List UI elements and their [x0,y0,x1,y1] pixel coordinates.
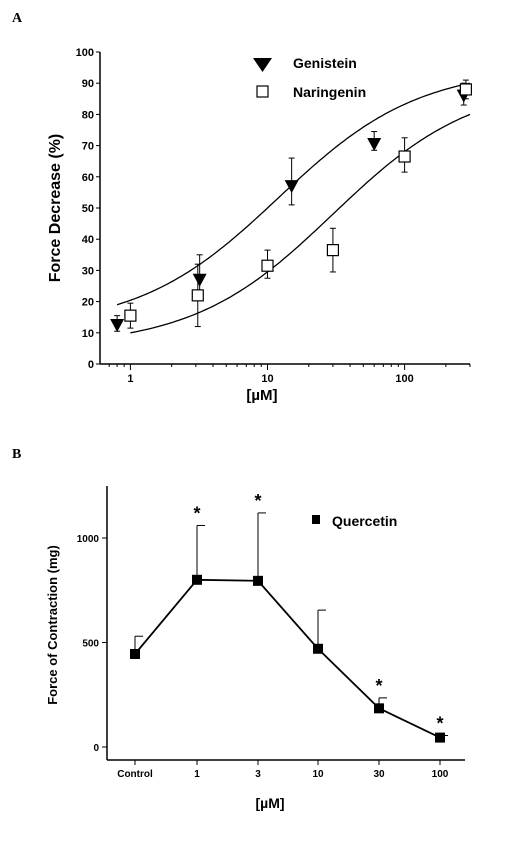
panel-a-legend: Genistein Naringenin [253,55,366,100]
significance-star: * [193,503,200,523]
y-tick-label: 100 [76,47,94,59]
legend-quercetin-label: Quercetin [332,513,397,529]
panel-a-y-axis-title: Force Decrease (%) [47,134,64,283]
panel-b-series-line [134,578,441,739]
x-tick-label: 30 [373,769,385,780]
fit-curve-naringenin [130,113,471,334]
data-point-genistein [284,180,299,194]
x-tick-label: 1 [127,373,133,385]
y-tick-label: 500 [82,639,99,650]
panel-a-y-ticks: 0 10 20 30 40 50 60 70 80 90 100 [76,47,100,371]
data-point-naringenin [459,83,472,96]
legend-naringenin-marker [256,85,269,98]
x-tick-label: 3 [255,769,261,780]
data-point-quercetin [253,575,263,586]
fit-curve-genistein [116,82,471,306]
data-point-genistein [367,138,382,152]
y-tick-label: 40 [82,234,94,246]
panel-b-y-axis-title: Force of Contraction (mg) [45,545,60,705]
panel-b-error-bars [134,512,448,738]
panel-b-x-ticks: Control 1 3 10 30 100 [117,760,449,780]
data-point-quercetin [435,732,445,743]
y-tick-label: 20 [82,297,94,309]
series-line-quercetin [134,578,441,739]
legend-quercetin-marker [312,515,320,524]
panel-b-y-ticks: 0 500 1000 [77,534,107,754]
y-tick-label: 80 [82,109,94,121]
x-tick-label: 10 [312,769,324,780]
y-tick-label: 30 [82,265,94,277]
data-point-quercetin [192,574,202,585]
panel-a-axes [99,52,470,365]
data-point-naringenin [398,150,411,163]
y-tick-label: 60 [82,172,94,184]
panel-b-points [130,574,445,743]
data-point-quercetin [313,643,323,654]
legend-genistein-label: Genistein [293,55,357,71]
significance-star: * [436,714,443,734]
y-tick-label: 70 [82,141,94,153]
data-point-naringenin [261,259,274,272]
panel-a-label: A [12,11,23,26]
panel-b-significance-markers: * * * * [193,491,443,734]
y-tick-label: 10 [82,328,94,340]
significance-star: * [375,676,382,696]
legend-genistein-marker [253,58,272,72]
panel-a-x-axis-title: [µM] [246,387,277,404]
panel-b: B 0 500 1000 Control 1 3 10 30 100 * * * * Force o… [12,447,465,811]
panel-a-fit-curves [116,82,471,334]
panel-b-x-axis-title: [µM] [255,795,284,811]
y-tick-label: 0 [93,743,99,754]
legend-naringenin-label: Naringenin [293,84,366,100]
y-tick-label: 90 [82,78,94,90]
panel-a-error-bars [114,79,469,332]
significance-star: * [254,491,261,511]
y-tick-label: 50 [82,203,94,215]
x-tick-label: 1 [194,769,200,780]
data-point-naringenin [191,289,204,302]
data-point-genistein [110,319,125,332]
data-point-quercetin [374,703,384,714]
x-tick-label: Control [117,769,153,780]
data-point-quercetin [130,648,140,659]
data-point-genistein [192,273,207,287]
data-point-naringenin [124,309,137,322]
x-tick-label: 10 [261,373,273,385]
y-tick-label: 0 [88,359,94,371]
panel-b-legend: Quercetin [312,513,397,529]
y-tick-label: 1000 [77,534,100,545]
data-point-naringenin [326,244,340,257]
panel-a-points [110,83,472,332]
x-tick-label: 100 [395,373,413,385]
panel-a-x-ticks: 1 10 100 [108,364,471,385]
panel-b-label: B [12,447,21,462]
x-tick-label: 100 [432,769,449,780]
